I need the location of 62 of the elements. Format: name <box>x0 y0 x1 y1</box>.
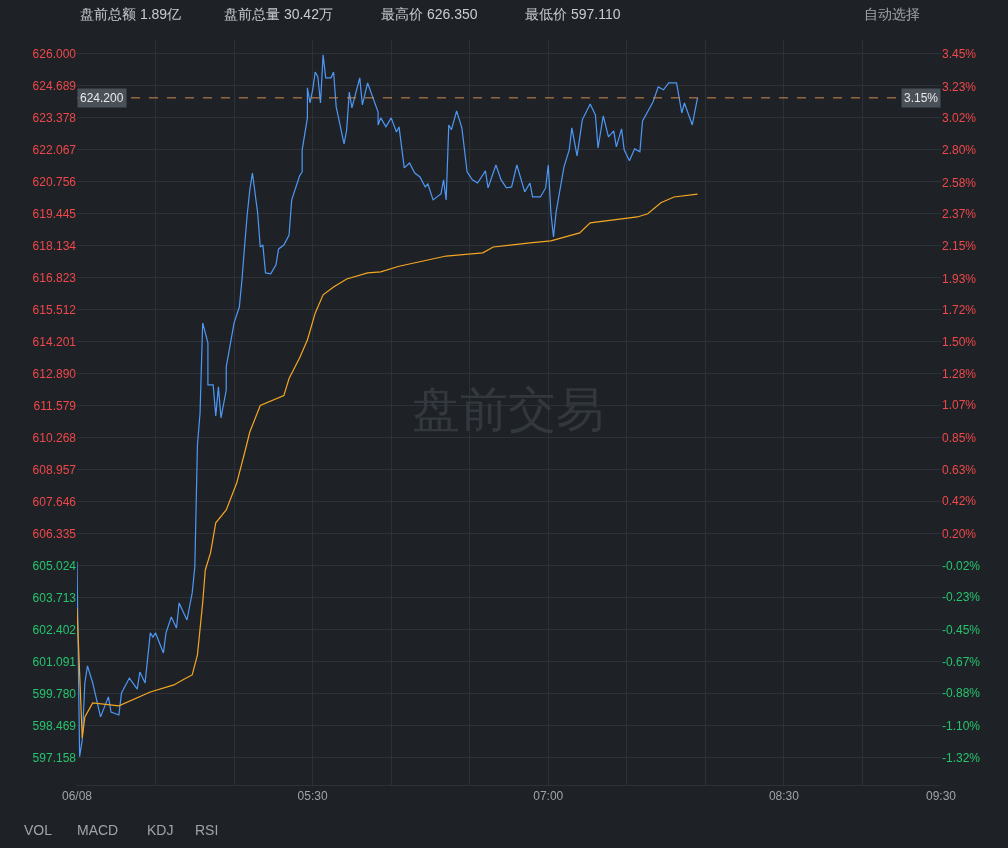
y2-tick-label: -0.02% <box>942 559 981 574</box>
y-tick-label: 619.445 <box>32 207 77 222</box>
y2-tick-label: 0.42% <box>942 494 977 509</box>
y2-tick-label: 1.28% <box>942 367 977 382</box>
y-tick-label: 614.201 <box>32 335 77 350</box>
y-tick-label: 607.646 <box>32 495 77 510</box>
y-tick-label: 624.689 <box>32 79 77 94</box>
y-tick-label: 618.134 <box>32 239 77 254</box>
y-tick-label: 626.000 <box>32 47 77 62</box>
y2-tick-label: 2.80% <box>942 143 977 158</box>
y-tick-label: 601.091 <box>32 655 77 670</box>
text: MACD <box>77 822 119 838</box>
ref-line-label: 624.200 <box>80 91 124 105</box>
y2-tick-label: 2.37% <box>942 206 977 221</box>
y-tick-label: 608.957 <box>32 463 77 478</box>
y2-tick-label: 2.15% <box>942 239 977 254</box>
y-tick-label: 597.158 <box>32 751 77 766</box>
y-tick-label: 602.402 <box>32 623 77 638</box>
y-tick-label: 620.756 <box>32 175 77 190</box>
y2-tick-label: -0.45% <box>942 622 981 637</box>
y2-tick-label: 3.45% <box>942 47 977 62</box>
y-tick-label: 603.713 <box>32 591 77 606</box>
text: VOL <box>24 822 53 838</box>
y2-tick-label: 1.93% <box>942 271 977 286</box>
y-tick-label: 610.268 <box>32 431 77 446</box>
y2-tick-label: -0.88% <box>942 686 981 701</box>
y2-tick-label: 0.63% <box>942 463 977 478</box>
text: 自动选择 <box>864 6 920 22</box>
x-tick-label: 05:30 <box>297 789 328 804</box>
text: 最高价 626.350 <box>381 6 478 22</box>
y-tick-label: 599.780 <box>32 687 77 702</box>
y-tick-label: 623.378 <box>32 111 77 126</box>
y2-tick-label: -1.32% <box>942 751 981 766</box>
y-tick-label: 616.823 <box>32 271 77 286</box>
y-tick-label: 606.335 <box>32 527 77 542</box>
text: RSI <box>195 822 219 838</box>
text: 最低价 597.110 <box>525 6 621 22</box>
y2-tick-label: 2.58% <box>942 175 977 190</box>
y2-tick-label: 1.07% <box>942 398 977 413</box>
x-tick-label: 07:00 <box>533 789 564 804</box>
y-tick-label: 615.512 <box>32 303 77 318</box>
y2-tick-label: -1.10% <box>942 718 981 733</box>
y-tick-label: 622.067 <box>32 143 77 158</box>
y2-tick-label: -0.23% <box>942 590 981 605</box>
y-tick-label: 605.024 <box>32 559 77 574</box>
y2-tick-label: 1.50% <box>942 335 977 350</box>
y-tick-label: 612.890 <box>32 367 77 382</box>
text: KDJ <box>147 822 174 838</box>
x-tick-label: 08:30 <box>768 789 800 804</box>
x-tick-label: 06/08 <box>61 789 93 804</box>
y-tick-label: 611.579 <box>33 399 77 414</box>
y2-tick-label: 1.72% <box>942 302 977 317</box>
y2-tick-label: 3.23% <box>942 79 977 94</box>
text: 盘前总量 30.42万 <box>224 6 333 22</box>
x-tick-label: 09:30 <box>925 789 957 804</box>
y-tick-label: 598.469 <box>32 719 77 734</box>
y2-tick-label: 0.20% <box>942 526 977 541</box>
y2-tick-label: 0.85% <box>942 430 977 445</box>
annotation: 3.15% <box>904 91 939 105</box>
y2-tick-label: 3.02% <box>942 110 977 125</box>
y2-tick-label: -0.67% <box>942 655 981 670</box>
text: 盘前总额 1.89亿 <box>80 6 182 22</box>
